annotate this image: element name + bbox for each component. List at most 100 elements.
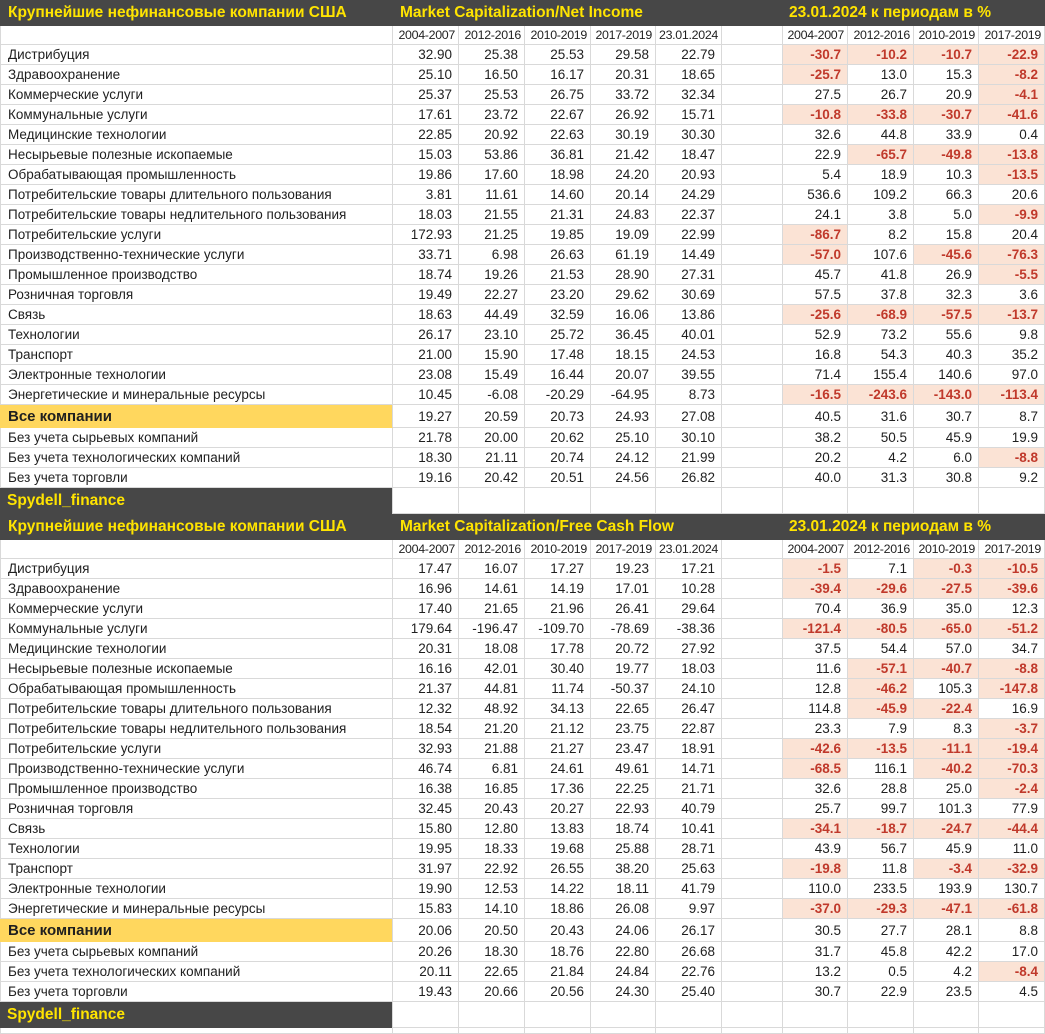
table-row: Без учета технологических компаний 18.30 2… [0,448,1045,468]
gap-cell [722,265,783,285]
ratio-value-cell: 29.58 [591,45,656,65]
pct-change-cell: 15.3 [914,65,979,85]
ratio-value-cell: 24.29 [656,185,722,205]
empty-cell [459,1002,525,1028]
pct-change-cell: 7.9 [848,719,914,739]
ratio-value-cell: 18.65 [656,65,722,85]
ratio-value-cell: 17.40 [393,599,459,619]
table-row: Потребительские услуги 172.93 21.25 19.85 19… [0,225,1045,245]
pct-change-cell: -68.9 [848,305,914,325]
table-footer-row: Spydell_finance [0,488,1045,514]
gap-cell [722,65,783,85]
pct-change-cell: 20.9 [914,85,979,105]
ratio-value-cell: 23.75 [591,719,656,739]
pct-change-cell: 37.5 [783,639,848,659]
table1-body: Дистрибуция 32.90 25.38 25.53 29.58 22.79 -30.… [0,45,1045,514]
ratio-value-cell: -109.70 [525,619,591,639]
ratio-value-cell: 23.20 [525,285,591,305]
ratio-value-cell: 21.71 [656,779,722,799]
pct-change-cell: 4.2 [848,448,914,468]
gap-cell [722,942,783,962]
pct-change-cell: -243.6 [848,385,914,405]
header-period: 2017-2019 [591,26,656,45]
pct-change-cell: 114.8 [783,699,848,719]
gap-cell [722,45,783,65]
ratio-value-cell: 23.72 [459,105,525,125]
pct-change-cell: 35.0 [914,599,979,619]
ratio-value-cell: 18.47 [656,145,722,165]
sector-name-cell: Без учета торговли [0,982,393,1002]
table-row: Коммунальные услуги 179.64 -196.47 -109.70-… [0,619,1045,639]
pct-change-cell: 7.1 [848,559,914,579]
pct-change-cell: 45.7 [783,265,848,285]
gap-cell [722,579,783,599]
pct-change-cell: -3.7 [979,719,1045,739]
table-row: Медицинские технологии 22.85 20.92 22.63 30.… [0,125,1045,145]
pct-change-cell: 155.4 [848,365,914,385]
empty-cell [459,1028,525,1034]
gap-cell [722,105,783,125]
ratio-value-cell: 25.40 [656,982,722,1002]
gap-cell [722,879,783,899]
pct-change-cell: 30.7 [783,982,848,1002]
pct-change-cell: -0.3 [914,559,979,579]
table-row: Промышленное производство 18.74 19.26 21.53… [0,265,1045,285]
table-row: Потребительские услуги 32.93 21.88 21.27 23.… [0,739,1045,759]
table-row: Обрабатывающая промышленность 19.86 17.60 1… [0,165,1045,185]
pct-change-cell: -76.3 [979,245,1045,265]
ratio-value-cell: 36.45 [591,325,656,345]
ratio-value-cell: 20.92 [459,125,525,145]
empty-cell [914,488,979,514]
pct-change-cell: -70.3 [979,759,1045,779]
header-empty [0,540,393,559]
table-row: Производственно-технические услуги 46.74 6… [0,759,1045,779]
table2-title-companies: Крупнейшие нефинансовые компании США [8,518,347,535]
ratio-value-cell: 179.64 [393,619,459,639]
ratio-value-cell: 21.96 [525,599,591,619]
ratio-value-cell: 21.99 [656,448,722,468]
ratio-value-cell: 17.61 [393,105,459,125]
ratio-value-cell: 20.51 [525,468,591,488]
sector-name-cell: Связь [0,305,393,325]
ratio-value-cell: 10.28 [656,579,722,599]
table-row: Несырьевые полезные ископаемые 15.03 53.86… [0,145,1045,165]
pct-change-cell: -40.7 [914,659,979,679]
pct-change-cell: 130.7 [979,879,1045,899]
pct-change-cell: -57.0 [783,245,848,265]
pct-change-cell: 116.1 [848,759,914,779]
pct-change-cell: 20.4 [979,225,1045,245]
pct-change-cell: 3.8 [848,205,914,225]
ratio-value-cell: 19.95 [393,839,459,859]
empty-cell [591,488,656,514]
ratio-value-cell: 17.27 [525,559,591,579]
gap-cell [722,405,783,428]
table-row: Потребительские товары длительного польз… [0,699,1045,719]
empty-cell [979,488,1045,514]
sector-name-cell: Розничная торговля [0,285,393,305]
pct-change-cell: -143.0 [914,385,979,405]
pct-change-cell: -39.4 [783,579,848,599]
pct-change-cell: 99.7 [848,799,914,819]
pct-change-cell: 40.5 [783,405,848,428]
ratio-value-cell: 20.26 [393,942,459,962]
ratio-value-cell: 12.80 [459,819,525,839]
ratio-value-cell: 28.90 [591,265,656,285]
table-row: Дистрибуция 32.90 25.38 25.53 29.58 22.79 -30.… [0,45,1045,65]
pct-change-cell: 22.9 [848,982,914,1002]
pct-change-cell: 25.7 [783,799,848,819]
ratio-value-cell: 14.19 [525,579,591,599]
empty-cell [459,488,525,514]
pct-change-cell: -37.0 [783,899,848,919]
ratio-value-cell: 20.59 [459,405,525,428]
pct-change-cell: 28.1 [914,919,979,942]
pct-change-cell: 54.3 [848,345,914,365]
ratio-value-cell: 61.19 [591,245,656,265]
ratio-value-cell: 40.01 [656,325,722,345]
table2-title-periods: 23.01.2024 к периодам в % [789,518,992,535]
sector-name-cell: Медицинские технологии [0,125,393,145]
pct-change-cell: -13.5 [979,165,1045,185]
gap-cell [722,982,783,1002]
pct-change-cell: 8.3 [914,719,979,739]
sector-name-cell: Энергетические и минеральные ресурсы [0,385,393,405]
table-row: Розничная торговля 32.45 20.43 20.27 22.93 40… [0,799,1045,819]
